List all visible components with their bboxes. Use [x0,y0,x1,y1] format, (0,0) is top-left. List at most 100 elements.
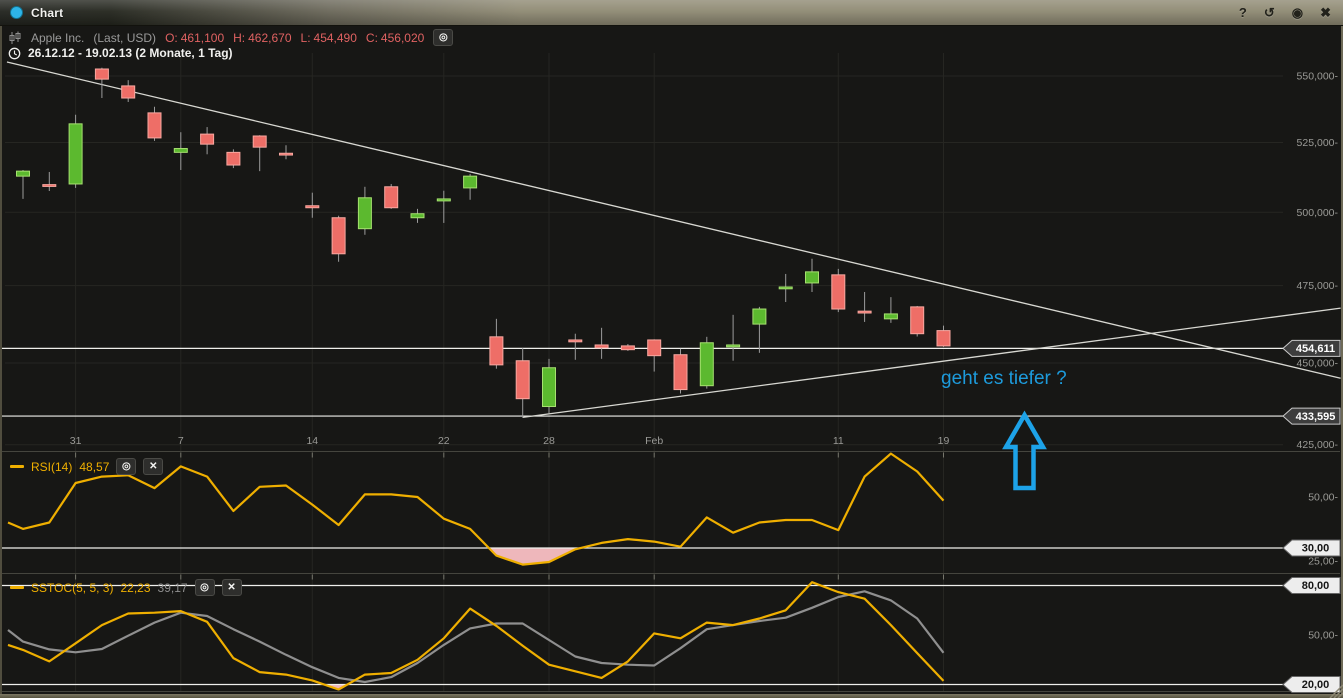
candle-body [883,313,898,320]
widget-title: Chart [31,5,64,20]
candle-body [94,68,109,80]
x-axis-label: 19 [938,435,950,447]
widget-border-bottom [0,694,1343,698]
low-value: L: 454,490 [300,30,357,45]
candle-body [173,148,188,153]
sstoc-close-button[interactable]: ✕ [221,579,242,596]
price-tag: 80,00 [1282,577,1341,594]
range-header[interactable]: 26.12.12 - 19.02.13 (2 Monate, 1 Tag) [8,46,233,60]
clock-icon [8,47,21,59]
annotation-arrow[interactable] [1002,410,1047,491]
price-tag-shape [1282,339,1341,357]
price-tag-shape [1282,577,1341,594]
sstoc-k-line [7,581,945,691]
y-axis-label: 425,000- [1297,439,1339,451]
candle-body [121,85,136,99]
candle-body [752,308,767,325]
candle-body [252,135,267,148]
x-axis-label: 7 [178,435,184,447]
rsi-settings-button[interactable]: ◎ [116,458,137,475]
rsi-close-button[interactable]: ✕ [143,458,164,475]
price-tag-label: 20,00 [1302,679,1330,691]
series-settings-button[interactable]: ◎ [433,29,454,46]
price-tag-shape [1282,539,1341,557]
candle-body [305,205,320,209]
x-axis-label: 11 [833,435,844,447]
sstoc-settings-button[interactable]: ◎ [194,579,215,596]
sstoc-k-value: 22,23 [120,580,151,595]
open-value: O: 461,100 [165,30,225,45]
resize-grip[interactable] [1327,682,1343,698]
widget-border-left [0,25,2,698]
high-value: H: 462,670 [233,30,292,45]
titlebar[interactable]: Chart ? ↺ ◉ ✖ [0,0,1343,26]
candle-body [489,336,504,366]
trendline [522,307,1341,419]
x-axis-label: 31 [70,435,82,447]
candle-body [857,310,872,314]
candle-body [279,152,293,156]
candle-body [568,339,583,343]
price-tag-label: 433,595 [1296,411,1336,423]
price-tag-label: 80,00 [1302,580,1330,592]
series-info: (Last, USD) [93,30,157,45]
price-tag: 30,00 [1282,539,1341,557]
trendline [6,61,1341,379]
y-axis-label: 475,000- [1297,280,1339,292]
candle-body [778,286,793,290]
x-axis-label: 22 [438,435,450,447]
candle-body [384,186,399,209]
candle-body [436,198,451,202]
sstoc-line-group [7,581,945,691]
rsi-value: 48,57 [79,459,110,474]
date-range: 26.12.12 - 19.02.13 (2 Monate, 1 Tag) [28,46,233,60]
candle-body [936,330,951,347]
y-axis-label: 50,00- [1308,492,1338,504]
candle-body [699,342,714,387]
candle-body [620,345,635,351]
sstoc-line-swatch [10,586,24,589]
price-tag: 20,00 [1282,676,1341,693]
instrument-header: Apple Inc. (Last, USD) O: 461,100 H: 462,6… [8,29,454,46]
sstoc-d-value: 39,17 [157,580,188,595]
price-tag-shape [1282,407,1341,425]
titlebar-icons: ? ↺ ◉ ✖ [1239,6,1331,19]
rsi-line-swatch [10,465,24,468]
y-axis-label: 525,000- [1297,137,1339,149]
candle-body [673,354,688,391]
x-axis-label: 28 [543,435,555,447]
candle-body [42,184,57,187]
help-icon[interactable]: ? [1238,5,1247,20]
candle-body [226,151,241,166]
candle-body [910,306,925,335]
sstoc-d-line [7,590,945,684]
rsi-fill-group [488,548,581,565]
candle-body [147,112,162,139]
y-axis-label: 450,000- [1297,357,1339,369]
close-icon[interactable]: ✖ [1320,5,1331,20]
candle-body [647,339,662,357]
rsi-line-group [7,452,945,566]
record-icon[interactable]: ◉ [1291,5,1304,20]
y-axis-label: 500,000- [1297,207,1339,219]
price-tag-label: 454,611 [1296,343,1335,355]
x-axis-label: 14 [306,435,318,447]
x-axis-label: Feb [645,435,663,447]
widget-border-right [1341,25,1343,698]
rsi-line [7,452,945,566]
y-axis-label: 550,000- [1297,71,1339,83]
annotation-text[interactable]: geht es tiefer ? [941,368,1067,389]
reset-icon[interactable]: ↺ [1263,5,1275,20]
candle-body [594,344,609,349]
candle-body [515,360,530,400]
candle-body [726,344,741,348]
sstoc-label: SSTOC(5, 5, 3) [31,580,114,595]
candle-body [805,271,819,284]
price-tag: 433,595 [1282,407,1341,425]
rsi-oversold-fill [488,548,581,565]
rsi-label: RSI(14) [31,459,73,474]
instrument-name: Apple Inc. [31,30,85,45]
price-tag-shape [1282,676,1341,693]
